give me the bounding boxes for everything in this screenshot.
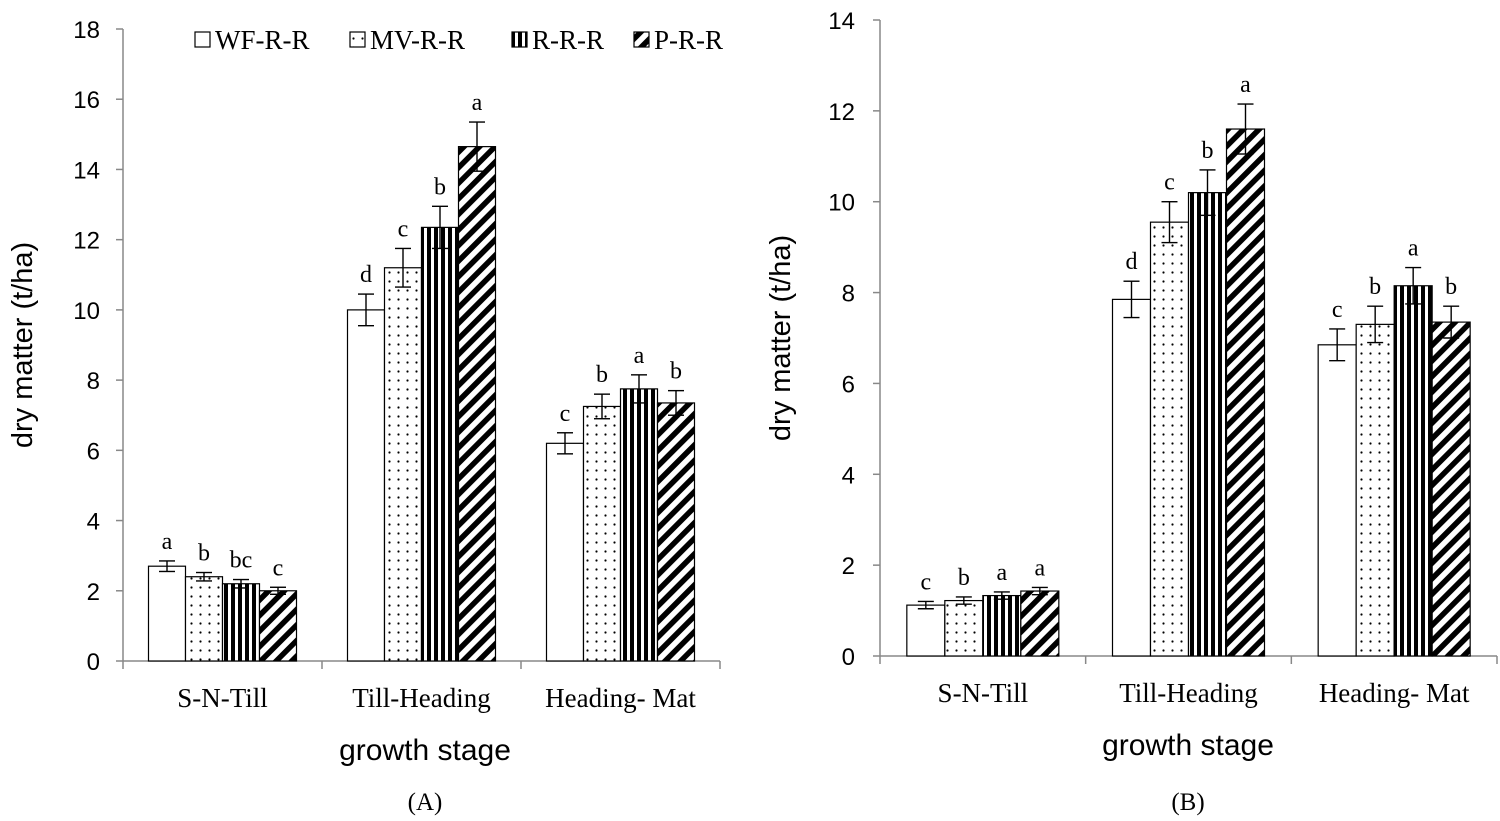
chart-a-bar — [582, 405, 622, 662]
chart-b-bar — [1149, 221, 1190, 657]
chart-a-significance-letter: d — [360, 262, 372, 288]
chart-b-bar — [1225, 128, 1266, 657]
chart-a-bar — [184, 576, 224, 662]
chart-b-panel-label: (B) — [1171, 789, 1204, 816]
chart-a-bar — [346, 309, 386, 662]
chart-b-bar — [1187, 192, 1228, 657]
chart-a-y-tick-label: 14 — [73, 157, 100, 184]
chart-a-y-axis-label: dry matter (t/ha) — [7, 242, 39, 448]
chart-a-bar — [619, 388, 659, 662]
chart-b-bar — [1317, 344, 1357, 657]
chart-a-plot-area: 0 2 4 6 8 10 12 14 16 18 S-N-Till Till-Heading Headi… — [73, 17, 721, 713]
chart-b-bar — [982, 594, 1022, 657]
chart-b-significance-letter: b — [1445, 274, 1457, 300]
chart-a-y-tick-label: 8 — [87, 368, 100, 395]
legend-entry-label: R-R-R — [532, 25, 604, 55]
chart-a-significance-letter: b — [596, 362, 608, 388]
chart-a-significance-letter: b — [434, 174, 446, 200]
chart-a-bar — [656, 402, 696, 662]
chart-a-significance-letter: a — [472, 90, 483, 116]
chart-a-category-label: Till-Heading — [352, 683, 491, 713]
chart-b-significance-letter: d — [1126, 249, 1138, 275]
chart-b-significance-letter: a — [1035, 555, 1046, 581]
chart-b-bar — [906, 604, 946, 657]
chart-a-significance-letter: b — [670, 359, 682, 385]
chart-b-significance-letter: c — [1332, 297, 1343, 323]
chart-a-panel-label: (A) — [408, 789, 443, 816]
chart-a-bar — [457, 146, 497, 662]
chart-a-bar — [420, 226, 460, 662]
chart-a: dry matter (t/ha) 0 2 4 6 8 10 12 14 16 18 S-N-Til… — [7, 17, 723, 816]
chart-b-bar — [1020, 590, 1060, 657]
chart-a-category-label: S-N-Till — [177, 683, 268, 713]
chart-a-y-tick-label: 2 — [87, 579, 100, 606]
legend-entry-label: MV-R-R — [370, 25, 465, 55]
chart-a-y-tick-label: 6 — [87, 438, 100, 465]
chart-b-significance-letter: b — [1202, 138, 1214, 164]
chart-b-category-label: S-N-Till — [938, 678, 1029, 708]
chart-a-legend: WF-R-R MV-R-R R-R-R P-R-R — [194, 25, 723, 55]
chart-a-significance-letter: c — [273, 555, 284, 581]
chart-a-y-tick-label: 12 — [73, 228, 100, 255]
chart-a-y-tick-label: 16 — [73, 87, 100, 114]
chart-b-bar — [1431, 321, 1471, 657]
chart-b-bar — [944, 599, 984, 657]
chart-b-plot-area: 0 2 4 6 8 10 12 14 S-N-Till Till-Heading Heading- … — [828, 8, 1498, 708]
chart-b-y-tick-label: 6 — [842, 371, 855, 398]
chart-a-category-label: Heading- Mat — [545, 683, 696, 713]
chart-b-bar — [1355, 323, 1395, 657]
chart-b-y-axis-label: dry matter (t/ha) — [765, 235, 797, 441]
chart-b-bar — [1111, 298, 1152, 657]
chart-a-bar — [383, 267, 423, 662]
chart-a-significance-letter: c — [560, 401, 571, 427]
chart-b-significance-letter: b — [1369, 274, 1381, 300]
chart-a-y-tick-label: 18 — [73, 17, 100, 44]
legend-swatch-vertical-stripes — [511, 31, 528, 48]
chart-b-y-tick-label: 14 — [828, 8, 855, 35]
chart-a-significance-letter: a — [162, 529, 173, 555]
legend-entry-label: P-R-R — [654, 25, 723, 55]
chart-b-category-label: Heading- Mat — [1319, 678, 1470, 708]
legend-swatch-open — [194, 31, 211, 48]
chart-a-significance-letter: b — [198, 541, 210, 567]
chart-b-y-tick-label: 8 — [842, 281, 855, 308]
chart-b-y-tick-label: 2 — [842, 553, 855, 580]
chart-b-significance-letter: a — [1240, 72, 1251, 98]
chart-a-significance-letter: c — [398, 216, 409, 242]
chart-a-bar — [221, 583, 261, 662]
chart-b-significance-letter: b — [958, 565, 970, 591]
chart-b-significance-letter: c — [921, 569, 932, 595]
chart-a-significance-letter: a — [634, 343, 645, 369]
chart-b-y-tick-label: 4 — [842, 462, 855, 489]
chart-b-category-label: Till-Heading — [1119, 678, 1258, 708]
chart-a-x-axis-label: growth stage — [339, 734, 511, 767]
legend-swatch-diagonal-stripes — [633, 31, 650, 48]
chart-a-significance-letter: bc — [230, 548, 253, 574]
chart-b-y-tick-label: 12 — [828, 99, 855, 126]
chart-b-y-tick-label: 0 — [842, 644, 855, 671]
chart-a-y-tick-label: 0 — [87, 649, 100, 676]
chart-b: dry matter (t/ha) 0 2 4 6 8 10 12 14 S-N-Till Til… — [765, 8, 1498, 816]
chart-b-significance-letter: a — [997, 560, 1008, 586]
chart-a-bar — [258, 590, 298, 662]
legend-entry-label: WF-R-R — [215, 25, 310, 55]
chart-a-bar — [545, 442, 585, 662]
chart-a-bar — [147, 565, 187, 662]
chart-a-y-tick-label: 10 — [73, 298, 100, 325]
chart-b-significance-letter: a — [1408, 236, 1419, 262]
chart-b-x-axis-label: growth stage — [1102, 729, 1274, 762]
chart-b-significance-letter: c — [1164, 170, 1175, 196]
legend-swatch-dotted — [349, 31, 366, 48]
chart-b-bar — [1393, 285, 1433, 657]
chart-a-y-tick-label: 4 — [87, 509, 100, 536]
chart-b-y-tick-label: 10 — [828, 190, 855, 217]
